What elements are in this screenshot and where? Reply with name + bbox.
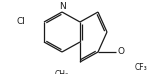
Text: CF₃: CF₃: [135, 63, 148, 72]
Text: Cl: Cl: [16, 17, 25, 26]
Text: N: N: [59, 2, 65, 11]
Text: O: O: [117, 48, 124, 57]
Text: CH₃: CH₃: [55, 70, 69, 74]
